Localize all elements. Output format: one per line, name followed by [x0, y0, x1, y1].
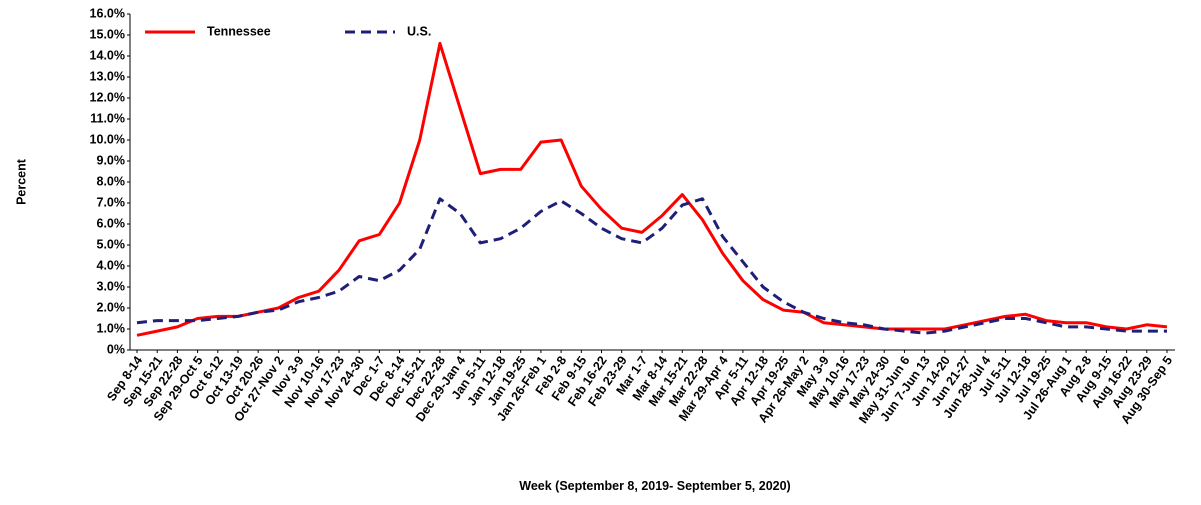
y-tick-label: 2.0% — [97, 300, 126, 314]
y-tick-label: 12.0% — [90, 90, 125, 104]
y-tick-label: 14.0% — [90, 48, 125, 62]
y-tick-label: 16.0% — [90, 6, 125, 20]
y-tick-label: 1.0% — [97, 321, 126, 335]
y-tick-label: 7.0% — [97, 195, 126, 209]
x-axis-title: Week (September 8, 2019- September 5, 20… — [519, 479, 790, 493]
y-tick-label: 4.0% — [97, 258, 126, 272]
y-tick-label: 11.0% — [90, 111, 125, 125]
legend-label: U.S. — [407, 24, 431, 38]
y-tick-label: 0% — [107, 342, 125, 356]
y-tick-label: 5.0% — [97, 237, 126, 251]
series-line — [136, 41, 1168, 337]
y-tick-label: 8.0% — [97, 174, 126, 188]
y-tick-label: 6.0% — [97, 216, 126, 230]
y-tick-label: 10.0% — [90, 132, 125, 146]
y-axis-title: Percent — [14, 158, 28, 205]
y-tick-label: 3.0% — [97, 279, 126, 293]
y-tick-label: 15.0% — [90, 27, 125, 41]
y-tick-label: 9.0% — [97, 153, 126, 167]
series-line — [136, 197, 1167, 335]
legend-label: Tennessee — [207, 24, 271, 38]
y-tick-label: 13.0% — [90, 69, 125, 83]
